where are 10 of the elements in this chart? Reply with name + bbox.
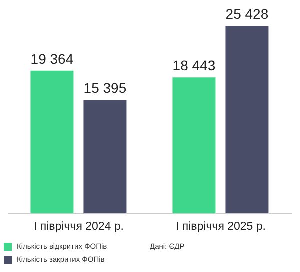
- data-label: 15 395: [84, 80, 127, 96]
- x-tick-label: I півріччя 2025 р.: [176, 221, 266, 234]
- bar: [84, 100, 127, 214]
- bar: [226, 26, 269, 214]
- bar: [172, 78, 216, 214]
- bar: [30, 70, 74, 214]
- data-label: 18 443: [172, 58, 216, 74]
- data-label: 25 428: [226, 6, 269, 22]
- data-label: 19 364: [30, 50, 74, 67]
- x-tick-label: I півріччя 2024 р.: [34, 221, 124, 234]
